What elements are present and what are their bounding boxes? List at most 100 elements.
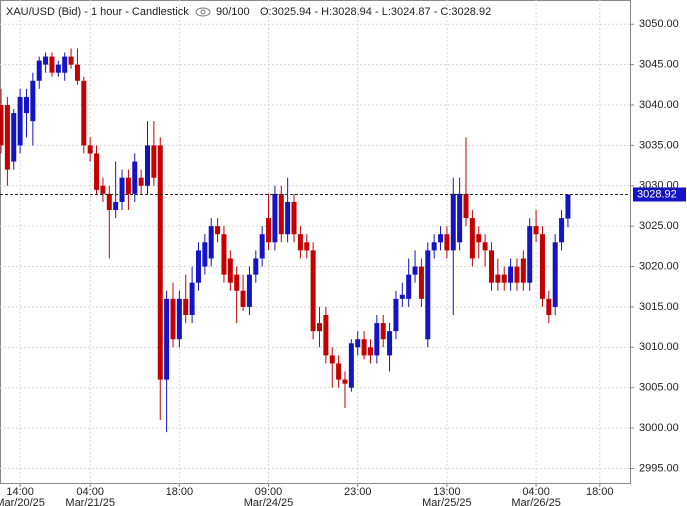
y-tick-label: 3035.00	[639, 139, 679, 151]
candle-body	[164, 298, 170, 380]
candle-body	[482, 242, 488, 251]
candle-body	[266, 218, 272, 243]
candle-body	[43, 56, 49, 65]
candle-body	[151, 145, 157, 178]
y-tick-label: 3010.00	[639, 341, 679, 353]
count-label: 90/100	[216, 6, 250, 18]
x-tick-label: Mar/21/25	[65, 497, 115, 506]
candle-body	[527, 226, 533, 283]
candle-body	[431, 242, 437, 251]
candle-body	[87, 145, 93, 154]
y-tick-label: 3020.00	[639, 260, 679, 272]
candle-body	[100, 185, 106, 194]
candle-body	[520, 258, 526, 283]
y-tick-label: 3005.00	[639, 382, 679, 394]
candle-body	[202, 242, 208, 267]
x-tick-label: Mar/20/25	[0, 497, 45, 506]
candle-body	[457, 193, 463, 243]
candle-body	[559, 218, 565, 243]
candle-body	[170, 298, 176, 340]
candle-body	[119, 177, 125, 202]
candle-body	[495, 274, 501, 283]
candle-body	[533, 226, 539, 235]
candle-body	[444, 234, 450, 251]
candle-body	[514, 266, 520, 283]
y-tick-label: 3015.00	[639, 301, 679, 313]
x-tick-label: Mar/26/25	[511, 497, 561, 506]
candle-body	[183, 298, 189, 315]
candle-body	[399, 294, 405, 299]
candle-body	[546, 298, 552, 315]
x-tick-label: 09:00	[255, 486, 283, 498]
candle-body	[17, 96, 23, 146]
candle-body	[488, 250, 494, 283]
candle-body	[81, 80, 87, 146]
candle-body	[176, 298, 182, 340]
candle-body	[425, 250, 431, 340]
candle-body	[11, 113, 17, 162]
candle-body	[342, 379, 348, 384]
candle-body	[387, 331, 393, 356]
candle-body	[23, 96, 29, 114]
candle-body	[55, 64, 61, 73]
candle-body	[565, 194, 571, 219]
candle-body	[380, 323, 386, 340]
candle-body	[157, 145, 163, 380]
candle-body	[501, 274, 507, 283]
candle-body	[0, 105, 4, 146]
last-price-tag	[633, 187, 686, 202]
y-tick-label: 3000.00	[639, 422, 679, 434]
candle-body	[30, 80, 36, 122]
candle-body	[438, 234, 444, 243]
candle-body	[246, 274, 252, 307]
candle-body	[508, 266, 514, 283]
candle-body	[291, 201, 297, 235]
candle-body	[552, 242, 558, 307]
y-tick-label: 3045.00	[639, 59, 679, 71]
ohlc-label: O:3025.94 - H:3028.94 - L:3024.87 - C:30…	[260, 6, 491, 18]
x-tick-label: 23:00	[344, 486, 372, 498]
candle-body	[138, 177, 144, 186]
candle-body	[539, 234, 545, 299]
candle-body	[323, 315, 329, 356]
candle-body	[74, 64, 80, 81]
candle-body	[285, 201, 291, 235]
candle-body	[94, 153, 100, 190]
candle-body	[4, 105, 10, 170]
candle-body	[304, 242, 310, 251]
candle-body	[195, 250, 201, 283]
candle-body	[469, 218, 475, 259]
candle-body	[450, 193, 456, 251]
candle-body	[125, 177, 131, 194]
y-tick-label: 3040.00	[639, 99, 679, 111]
candle-body	[227, 258, 233, 283]
candle-body	[106, 193, 112, 210]
x-tick-label: 04:00	[76, 486, 104, 498]
candle-body	[68, 56, 74, 65]
candle-body	[393, 298, 399, 332]
candle-body	[406, 274, 412, 299]
x-tick-label: Mar/24/25	[244, 497, 294, 506]
y-tick-label: 2995.00	[639, 462, 679, 474]
candle-body	[36, 60, 42, 81]
candle-body	[62, 56, 68, 73]
y-tick-label: 3025.00	[639, 220, 679, 232]
x-tick-label: 18:00	[166, 486, 194, 498]
candle-body	[361, 339, 367, 356]
last-price-label: 3028.92	[637, 188, 677, 200]
candle-body	[297, 234, 303, 251]
candle-body	[240, 290, 246, 307]
candle-body	[336, 363, 342, 380]
candle-body	[355, 339, 361, 348]
candle-body	[278, 193, 284, 235]
candle-body	[113, 201, 119, 210]
candle-body	[367, 347, 373, 356]
x-tick-label: 04:00	[522, 486, 550, 498]
x-tick-label: 13:00	[433, 486, 461, 498]
candle-body	[418, 266, 424, 299]
candle-body	[259, 234, 265, 259]
candle-body	[272, 193, 278, 243]
candle-body	[49, 56, 55, 73]
